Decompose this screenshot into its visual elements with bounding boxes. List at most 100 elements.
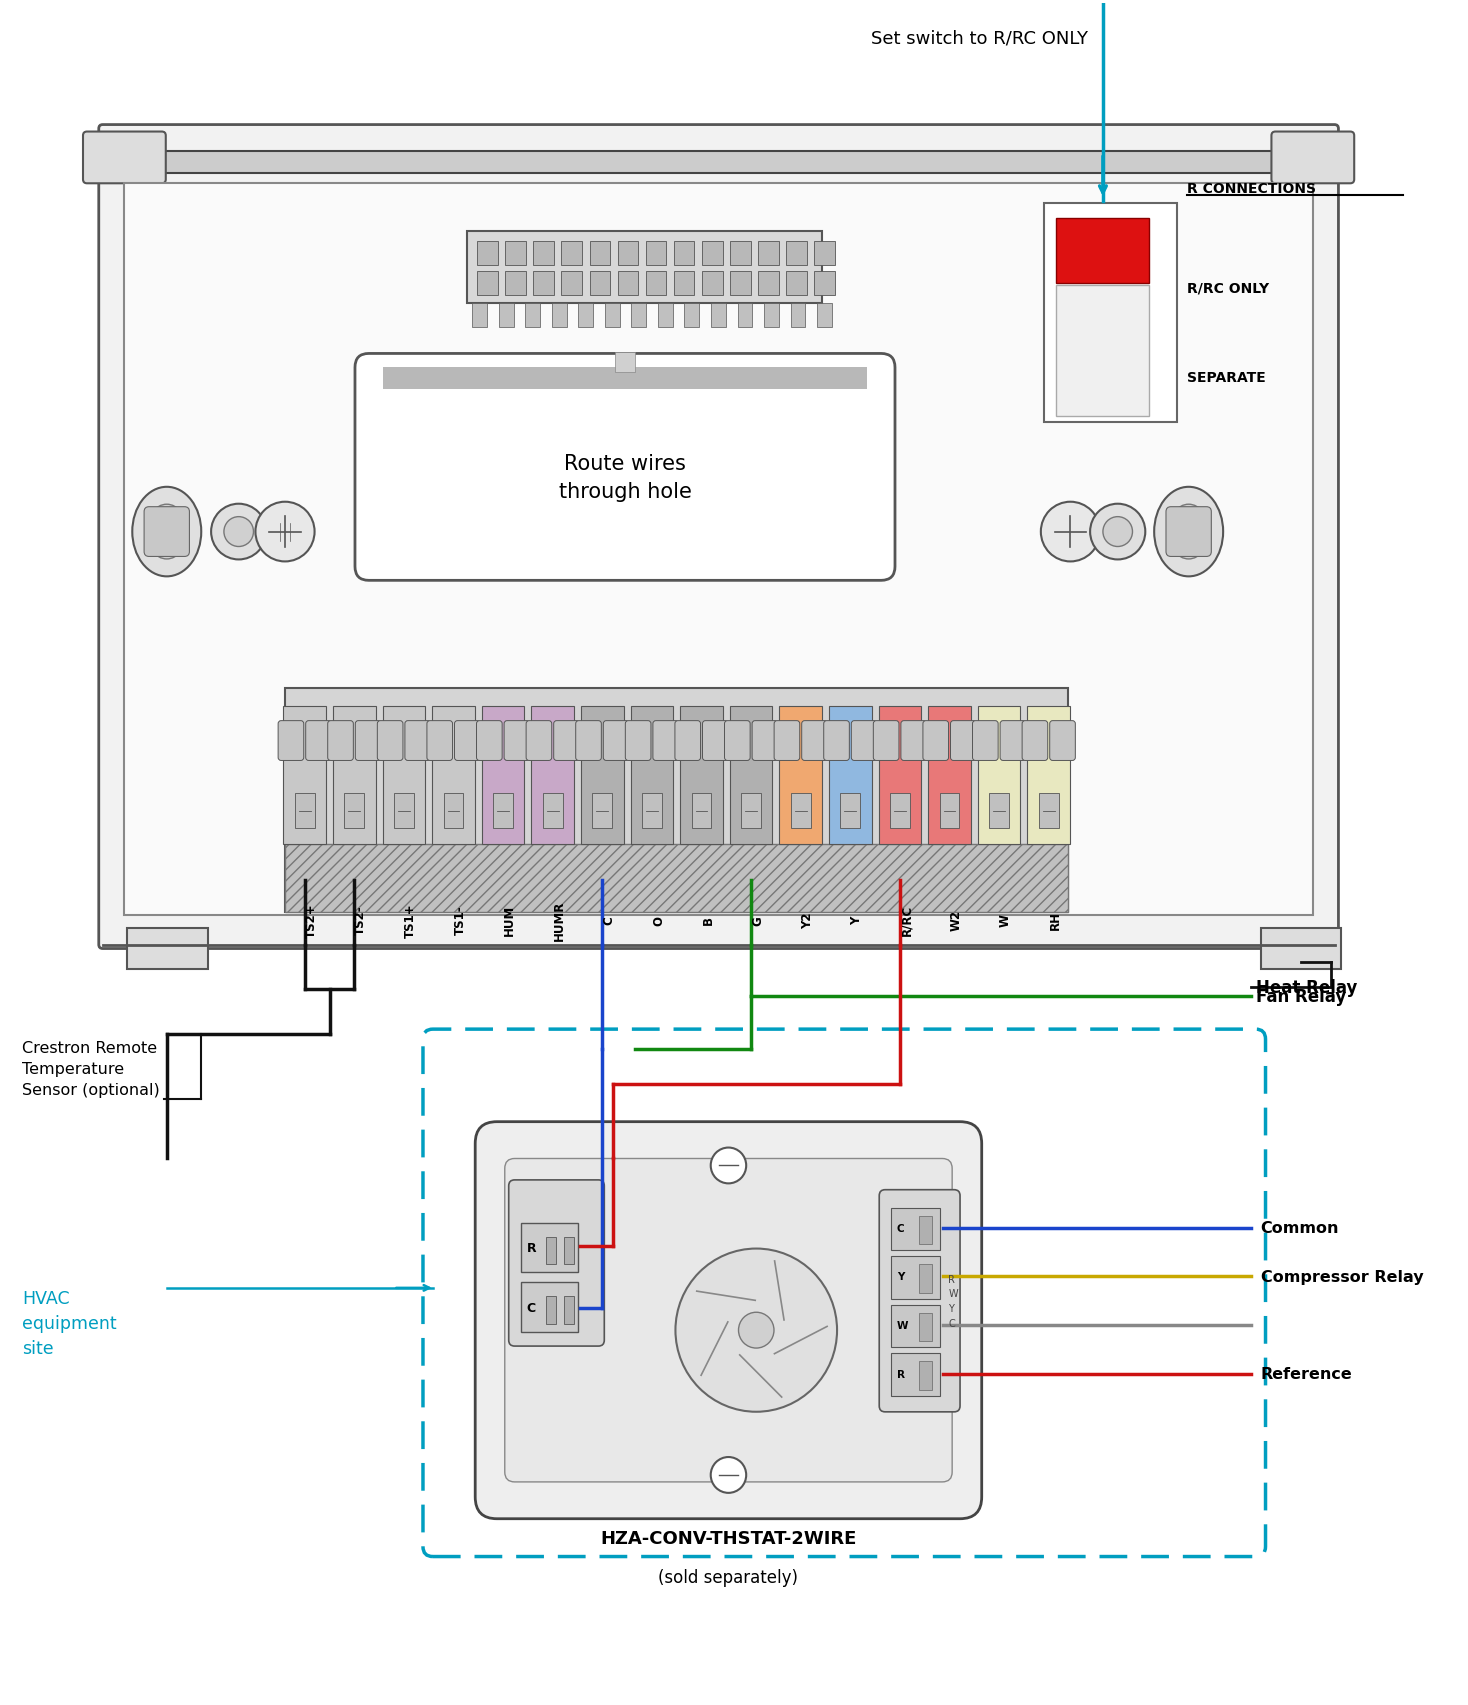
- Bar: [521, 1282, 578, 1332]
- Bar: [285, 844, 1069, 912]
- Bar: [477, 242, 498, 266]
- Text: C: C: [527, 1301, 536, 1315]
- Text: Fan Relay: Fan Relay: [1255, 987, 1346, 1006]
- Bar: [919, 1362, 932, 1390]
- Circle shape: [1102, 517, 1132, 547]
- Bar: [646, 242, 666, 266]
- Text: Y2: Y2: [800, 912, 813, 929]
- FancyBboxPatch shape: [752, 721, 778, 760]
- Bar: [702, 242, 722, 266]
- Text: TS1-: TS1-: [454, 905, 467, 934]
- Text: R: R: [897, 1369, 904, 1379]
- Text: B: B: [702, 916, 715, 924]
- Bar: [499, 303, 514, 327]
- FancyBboxPatch shape: [950, 721, 976, 760]
- Bar: [680, 706, 722, 844]
- Text: HUMR: HUMR: [553, 900, 565, 939]
- Bar: [605, 303, 619, 327]
- Bar: [791, 795, 810, 829]
- Bar: [815, 242, 835, 266]
- Bar: [383, 368, 868, 390]
- FancyBboxPatch shape: [505, 1159, 953, 1482]
- Circle shape: [738, 1313, 774, 1349]
- Bar: [561, 242, 583, 266]
- Text: R
W
Y
C: R W Y C: [948, 1274, 957, 1328]
- FancyBboxPatch shape: [1022, 721, 1048, 760]
- Text: HVAC
equipment
site: HVAC equipment site: [22, 1289, 116, 1357]
- FancyBboxPatch shape: [879, 1190, 960, 1412]
- FancyBboxPatch shape: [725, 721, 750, 760]
- Bar: [482, 706, 524, 844]
- Bar: [691, 795, 712, 829]
- Bar: [928, 706, 970, 844]
- Bar: [730, 242, 750, 266]
- Circle shape: [1091, 505, 1145, 561]
- Bar: [919, 1313, 932, 1342]
- Bar: [1039, 795, 1058, 829]
- Text: Route wires
through hole: Route wires through hole: [558, 454, 691, 501]
- Text: SEPARATE: SEPARATE: [1186, 372, 1265, 385]
- Text: R/RC: R/RC: [900, 905, 913, 936]
- Bar: [891, 1257, 941, 1299]
- FancyBboxPatch shape: [1050, 721, 1076, 760]
- Bar: [757, 271, 778, 295]
- FancyBboxPatch shape: [653, 721, 678, 760]
- Bar: [564, 1296, 574, 1325]
- FancyBboxPatch shape: [98, 126, 1339, 950]
- Bar: [791, 303, 806, 327]
- Bar: [615, 353, 634, 373]
- Bar: [107, 152, 1330, 174]
- Text: RH: RH: [1048, 910, 1061, 929]
- Text: (sold separately): (sold separately): [659, 1569, 799, 1587]
- Bar: [1055, 286, 1149, 418]
- FancyBboxPatch shape: [1271, 133, 1353, 184]
- Circle shape: [711, 1458, 746, 1494]
- Bar: [642, 795, 662, 829]
- Text: W2: W2: [950, 909, 963, 931]
- Bar: [737, 303, 752, 327]
- Text: C: C: [897, 1222, 904, 1233]
- Bar: [631, 303, 646, 327]
- Bar: [283, 706, 326, 844]
- Bar: [785, 271, 807, 295]
- Bar: [383, 706, 426, 844]
- Text: HZA-CONV-THSTAT-2WIRE: HZA-CONV-THSTAT-2WIRE: [600, 1529, 857, 1546]
- Circle shape: [211, 505, 266, 561]
- Bar: [552, 303, 567, 327]
- Text: R CONNECTIONS: R CONNECTIONS: [1186, 182, 1315, 196]
- FancyBboxPatch shape: [509, 1180, 605, 1347]
- FancyBboxPatch shape: [901, 721, 926, 760]
- FancyBboxPatch shape: [476, 1122, 982, 1519]
- FancyBboxPatch shape: [144, 508, 189, 558]
- Bar: [505, 242, 526, 266]
- Bar: [891, 1354, 941, 1396]
- Bar: [890, 795, 910, 829]
- FancyBboxPatch shape: [355, 355, 895, 581]
- Bar: [295, 795, 314, 829]
- Bar: [618, 242, 639, 266]
- Text: W: W: [1000, 914, 1011, 926]
- Bar: [546, 1296, 556, 1325]
- Bar: [333, 706, 376, 844]
- Bar: [674, 242, 694, 266]
- FancyBboxPatch shape: [625, 721, 650, 760]
- FancyBboxPatch shape: [703, 721, 728, 760]
- FancyBboxPatch shape: [802, 721, 828, 760]
- Bar: [521, 1222, 578, 1272]
- FancyBboxPatch shape: [355, 721, 380, 760]
- Text: Y: Y: [850, 916, 863, 924]
- Bar: [531, 706, 574, 844]
- Bar: [757, 242, 778, 266]
- Bar: [1044, 205, 1177, 423]
- Bar: [473, 303, 487, 327]
- Text: Crestron Remote
Temperature
Sensor (optional): Crestron Remote Temperature Sensor (opti…: [22, 1040, 160, 1098]
- Bar: [543, 795, 562, 829]
- Text: O: O: [652, 916, 665, 926]
- Bar: [818, 303, 832, 327]
- Bar: [493, 795, 512, 829]
- Bar: [940, 795, 960, 829]
- FancyBboxPatch shape: [675, 721, 700, 760]
- Bar: [432, 706, 474, 844]
- Bar: [785, 242, 807, 266]
- Bar: [546, 1236, 556, 1265]
